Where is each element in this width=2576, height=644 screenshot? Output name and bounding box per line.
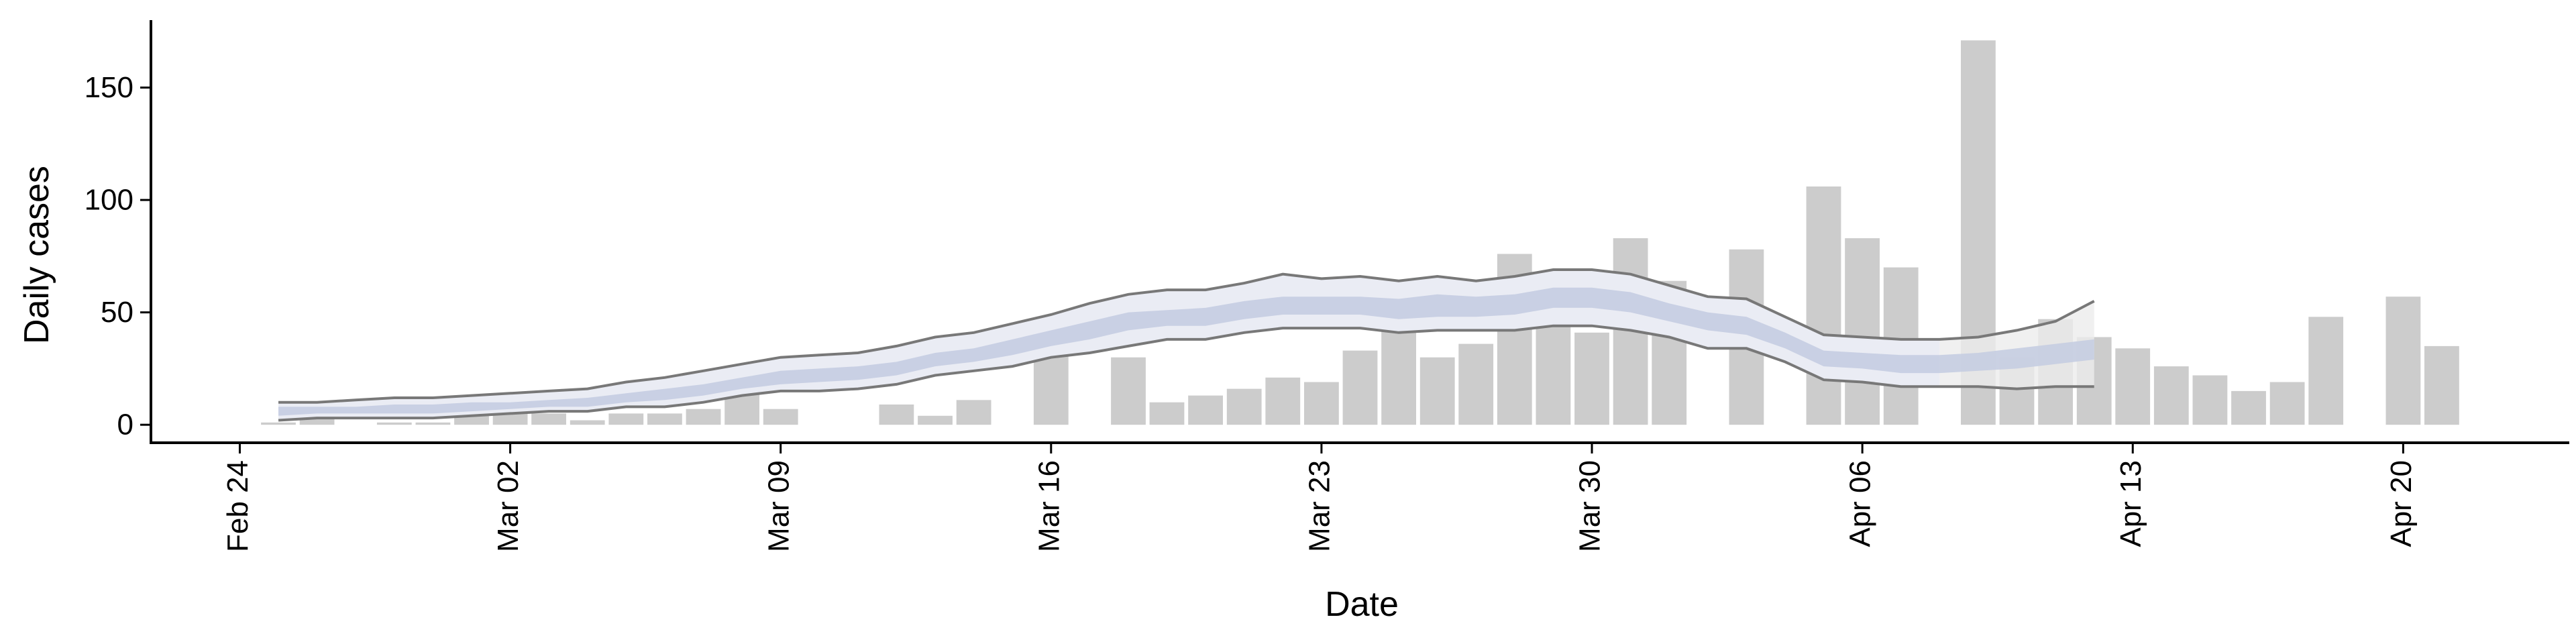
bar — [1265, 377, 1301, 425]
bar — [2231, 390, 2266, 425]
bar — [686, 409, 721, 425]
x-ticks: Feb 24 Mar 02 Mar 09 Mar 16 Mar 23 Mar 30 Apr … — [221, 443, 2418, 552]
y-axis-title: Daily cases — [17, 166, 56, 344]
bar — [570, 420, 605, 425]
bar — [2308, 317, 2344, 425]
inner-band — [278, 287, 2094, 416]
bar — [415, 422, 451, 425]
bar — [2269, 382, 2305, 425]
bar — [1342, 350, 1378, 425]
x-tick-label: Mar 16 — [1032, 460, 1065, 552]
x-tick-label: Apr 13 — [2114, 460, 2147, 547]
x-tick-label: Mar 09 — [762, 460, 795, 552]
y-tick-label: 50 — [101, 296, 133, 329]
x-tick-label: Mar 02 — [492, 460, 525, 552]
bar — [918, 415, 953, 425]
bar — [647, 413, 682, 425]
bar — [2153, 366, 2189, 425]
bar — [1806, 186, 1841, 425]
x-tick-label: Feb 24 — [221, 460, 254, 552]
bar — [1536, 317, 1571, 425]
y-tick-label: 0 — [117, 409, 133, 441]
y-tick-label: 150 — [85, 71, 133, 104]
bar — [608, 413, 644, 425]
y-ticks: 0 50 100 150 — [85, 71, 151, 441]
bar — [879, 405, 914, 425]
bar — [376, 422, 412, 425]
bar — [1188, 395, 1223, 425]
bar — [261, 422, 296, 425]
x-tick-label: Apr 06 — [1844, 460, 1877, 547]
bar — [956, 400, 991, 425]
x-axis-title: Date — [1325, 585, 1399, 624]
bar — [1226, 388, 1262, 425]
bar — [1845, 238, 1880, 425]
bar — [299, 418, 335, 425]
lower-bound-line — [278, 324, 2094, 422]
estimate-bands — [278, 268, 2095, 422]
x-tick-label: Mar 30 — [1574, 460, 1607, 552]
bar — [1149, 402, 1185, 425]
bar — [531, 413, 566, 425]
bar-series — [261, 40, 2459, 425]
upper-bound-line — [278, 268, 2095, 404]
bar — [1111, 357, 1146, 425]
axes — [150, 20, 2569, 444]
bar — [763, 409, 798, 425]
bar — [2424, 345, 2459, 425]
bar — [2115, 348, 2151, 425]
bar — [2192, 375, 2228, 425]
x-tick-label: Mar 23 — [1303, 460, 1336, 552]
y-tick-label: 100 — [85, 184, 133, 217]
x-tick-label: Apr 20 — [2385, 460, 2418, 547]
bar — [1574, 332, 1609, 425]
bar — [1304, 382, 1339, 425]
bar — [1419, 357, 1455, 425]
bar — [2385, 297, 2421, 425]
bar — [1458, 343, 1494, 425]
